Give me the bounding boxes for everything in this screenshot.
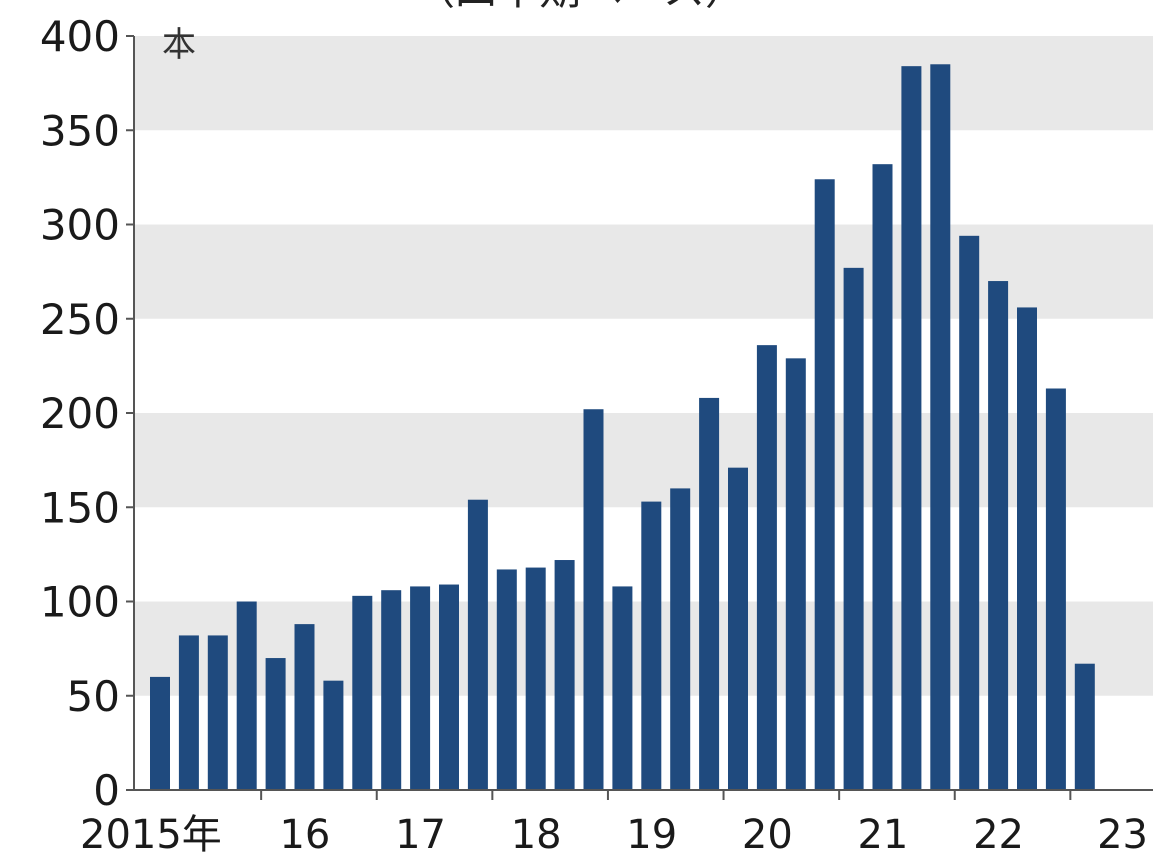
bar bbox=[641, 501, 662, 790]
bar bbox=[670, 488, 691, 790]
bar bbox=[583, 409, 604, 790]
bar bbox=[150, 676, 170, 790]
y-tick-label: 350 bbox=[40, 106, 120, 155]
chart-title: （四半期ベース） bbox=[413, 0, 747, 14]
bar bbox=[988, 281, 1009, 790]
bar bbox=[612, 586, 633, 790]
bar bbox=[756, 345, 777, 790]
y-axis-ticks: 0 50 100 150 200 250 300 350 400 bbox=[40, 12, 134, 815]
grid-band bbox=[134, 413, 1153, 508]
bar bbox=[901, 66, 922, 790]
x-tick-label: 20 bbox=[742, 812, 793, 858]
bar bbox=[496, 569, 517, 790]
grid-band bbox=[134, 224, 1153, 319]
bar bbox=[843, 267, 864, 791]
x-tick-label: 18 bbox=[511, 812, 562, 858]
x-tick-label: 16 bbox=[279, 812, 330, 858]
bar bbox=[294, 624, 315, 790]
bar bbox=[525, 567, 546, 790]
x-axis-ticks: 2015年 16 17 18 19 20 21 22 23 bbox=[80, 790, 1148, 858]
x-tick-label: 22 bbox=[973, 812, 1024, 858]
bar bbox=[728, 467, 748, 790]
bar bbox=[381, 590, 402, 790]
bar bbox=[323, 680, 344, 790]
y-tick-label: 100 bbox=[40, 578, 120, 627]
x-tick-label: 21 bbox=[857, 812, 908, 858]
grid-band bbox=[134, 36, 1153, 131]
bar bbox=[1045, 388, 1066, 790]
y-tick-label: 150 bbox=[40, 483, 120, 532]
bar bbox=[1074, 663, 1095, 790]
bar bbox=[872, 164, 893, 790]
bar bbox=[959, 235, 980, 790]
y-tick-label: 200 bbox=[40, 389, 120, 438]
y-tick-label: 250 bbox=[40, 295, 120, 344]
x-tick-label: 2015年 bbox=[80, 812, 222, 858]
bar bbox=[814, 179, 835, 790]
x-tick-label: 17 bbox=[395, 812, 446, 858]
bar bbox=[930, 64, 951, 790]
bar bbox=[467, 499, 488, 790]
bar bbox=[178, 635, 199, 790]
bar bbox=[265, 658, 286, 790]
y-tick-label: 400 bbox=[40, 12, 120, 61]
bar bbox=[439, 584, 459, 790]
bar bbox=[410, 586, 431, 790]
bar bbox=[207, 635, 228, 790]
y-tick-label: 0 bbox=[93, 766, 120, 815]
y-axis-unit-label: 本 bbox=[162, 25, 196, 65]
bar-series bbox=[150, 64, 1095, 791]
bar bbox=[785, 358, 806, 790]
y-tick-label: 50 bbox=[67, 672, 120, 721]
y-tick-label: 300 bbox=[40, 201, 120, 250]
x-tick-label: 19 bbox=[626, 812, 677, 858]
x-tick-label: 23 bbox=[1097, 812, 1148, 858]
bar bbox=[699, 397, 720, 790]
bar bbox=[554, 560, 575, 790]
bar bbox=[236, 601, 257, 790]
bar bbox=[352, 595, 373, 790]
bar bbox=[1017, 307, 1037, 790]
